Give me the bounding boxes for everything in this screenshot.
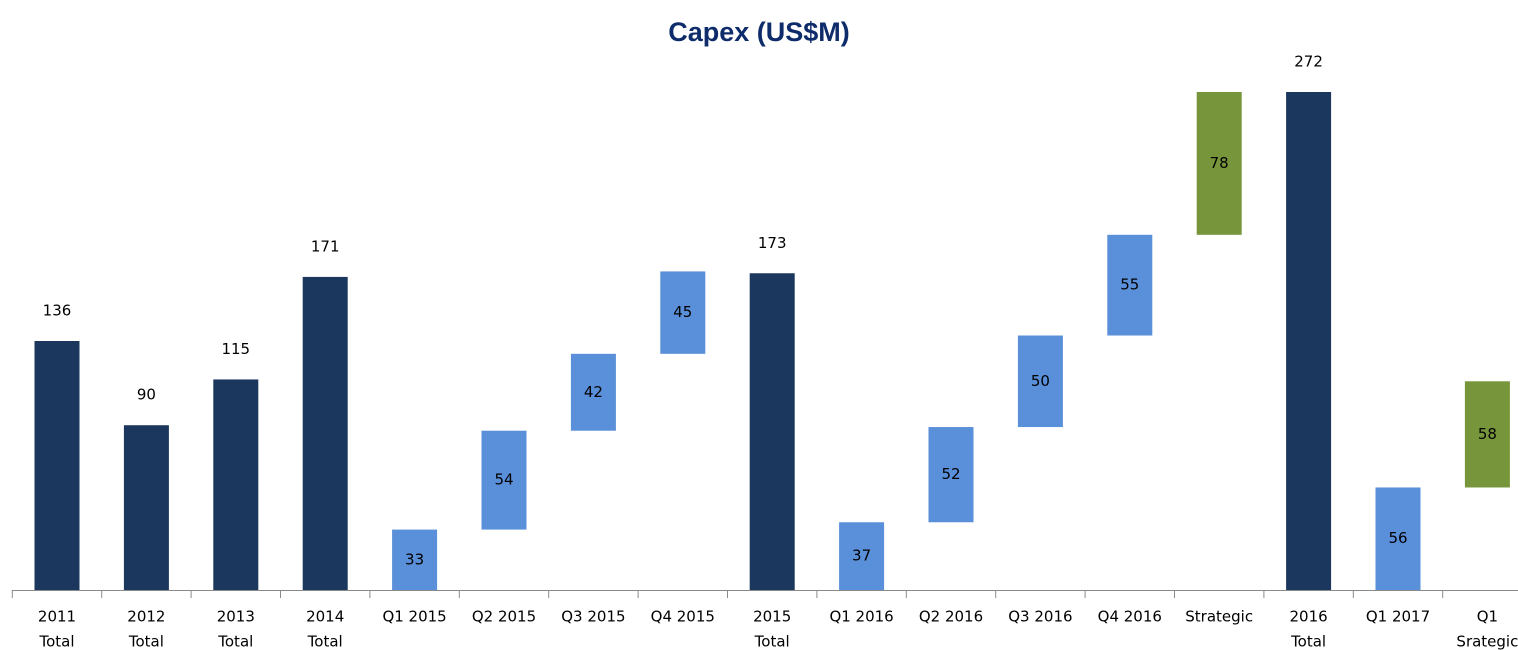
x-tick-label: 2012 xyxy=(127,608,165,626)
bar xyxy=(481,430,527,530)
x-tick-label: Q4 2016 xyxy=(1098,608,1162,626)
x-tick-label: Strategic xyxy=(1185,608,1253,626)
x-tick-label: Q3 2016 xyxy=(1008,608,1072,626)
x-tick-label: Q2 2016 xyxy=(919,608,983,626)
value-label: 42 xyxy=(584,383,603,401)
x-tick-label: Q1 2015 xyxy=(382,608,446,626)
x-tick-label: Srategic xyxy=(1456,633,1518,650)
x-tick-label: Total xyxy=(1290,633,1326,650)
x-tick-label: Total xyxy=(38,633,74,650)
bar xyxy=(1196,92,1242,235)
bar xyxy=(123,425,169,590)
value-label: 50 xyxy=(1031,372,1050,390)
x-tick-label: Q1 2016 xyxy=(829,608,893,626)
bar xyxy=(1107,234,1153,336)
value-label: 115 xyxy=(221,340,250,358)
value-label: 90 xyxy=(137,386,156,404)
x-tick-label: 2016 xyxy=(1290,608,1328,626)
bar xyxy=(570,353,616,431)
x-tick-label: Q4 2015 xyxy=(651,608,715,626)
bar xyxy=(302,276,348,590)
bar xyxy=(1017,335,1063,428)
value-label: 33 xyxy=(405,550,424,568)
value-label: 55 xyxy=(1120,276,1139,294)
x-tick-label: 2015 xyxy=(753,608,791,626)
value-label: 52 xyxy=(941,465,960,483)
x-tick-label: Q1 xyxy=(1477,608,1498,626)
x-tick-label: Total xyxy=(307,633,343,650)
value-label: 173 xyxy=(758,234,787,252)
value-label: 45 xyxy=(673,303,692,321)
bar xyxy=(1375,487,1421,590)
bar xyxy=(839,522,885,590)
bar xyxy=(213,379,259,590)
bar xyxy=(749,273,795,590)
value-label: 54 xyxy=(494,471,513,489)
bar xyxy=(34,341,80,590)
value-label: 37 xyxy=(852,547,871,565)
x-tick-label: Q3 2015 xyxy=(561,608,625,626)
value-label: 78 xyxy=(1210,154,1229,172)
x-tick-label: Q1 2017 xyxy=(1366,608,1430,626)
x-tick-label: 2011 xyxy=(38,608,76,626)
value-label: 171 xyxy=(311,237,340,255)
value-label: 56 xyxy=(1388,529,1407,547)
x-tick-label: Total xyxy=(128,633,164,650)
x-tick-label: Total xyxy=(754,633,790,650)
bar xyxy=(660,271,706,354)
bar xyxy=(392,529,438,590)
bar xyxy=(1464,381,1510,488)
bar xyxy=(928,427,974,523)
x-tick-label: Total xyxy=(217,633,253,650)
value-label: 272 xyxy=(1294,53,1323,71)
chart-title: Capex (US$M) xyxy=(668,17,850,47)
x-tick-label: 2014 xyxy=(306,608,344,626)
x-tick-label: 2013 xyxy=(217,608,255,626)
value-label: 136 xyxy=(43,302,72,320)
value-label: 58 xyxy=(1478,425,1497,443)
bar xyxy=(1286,92,1332,590)
x-tick-label: Q2 2015 xyxy=(472,608,536,626)
